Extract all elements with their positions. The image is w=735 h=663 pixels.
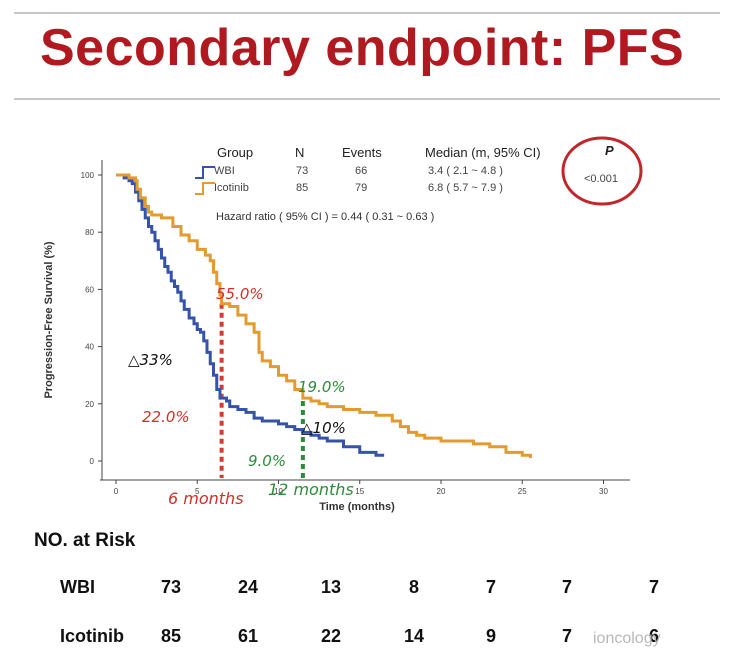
at-risk-cell: 7 bbox=[561, 577, 572, 597]
legend-icotinib-label: Icotinib bbox=[214, 182, 249, 194]
top-divider bbox=[14, 12, 720, 14]
y-axis-label: Progression-Free Survival (%) bbox=[43, 241, 55, 398]
title-divider bbox=[14, 98, 720, 100]
x-tick-label: 0 bbox=[114, 487, 119, 496]
header-median: Median (m, 95% CI) bbox=[425, 145, 541, 160]
at-risk-cell: 9 bbox=[485, 626, 496, 646]
at-risk-cell: 85 bbox=[160, 626, 182, 646]
legend-icotinib-n: 85 bbox=[296, 182, 308, 194]
reference-lines bbox=[219, 303, 305, 478]
hazard-ratio: Hazard ratio ( 95% CI ) = 0.44 ( 0.31 ~ … bbox=[216, 211, 434, 223]
x-tick-label: 30 bbox=[599, 487, 608, 496]
legend-icotinib-events: 79 bbox=[355, 182, 367, 194]
at-risk-cell: 24 bbox=[237, 577, 259, 597]
at-risk-row-label: WBI bbox=[60, 577, 95, 597]
legend-icotinib-median: 6.8 ( 5.7 ~ 7.9 ) bbox=[428, 182, 503, 194]
header-group: Group bbox=[217, 145, 253, 160]
legend-wbi-events: 66 bbox=[355, 165, 367, 177]
at-risk-cell: 7 bbox=[648, 577, 659, 597]
at-risk-cell: 22 bbox=[320, 626, 342, 646]
x-tick-label: 20 bbox=[437, 487, 446, 496]
slide-title: Secondary endpoint: PFS bbox=[40, 19, 685, 77]
legend-wbi-median: 3.4 ( 2.1 ~ 4.8 ) bbox=[428, 165, 503, 177]
at-risk-row-label: Icotinib bbox=[60, 626, 124, 646]
header-n: N bbox=[295, 145, 304, 160]
y-tick-label: 100 bbox=[81, 171, 95, 180]
x-tick-label: 25 bbox=[518, 487, 527, 496]
y-tick-label: 20 bbox=[85, 400, 94, 409]
p-value-circle bbox=[561, 136, 643, 206]
legend-wbi-label: WBI bbox=[214, 165, 235, 177]
annotation-wbi-12m: 9.0% bbox=[248, 452, 286, 470]
at-risk-cell: 13 bbox=[320, 577, 342, 597]
p-value: <0.001 bbox=[584, 173, 618, 185]
annotation-12-months: 12 months bbox=[268, 480, 354, 499]
x-axis-label: Time (months) bbox=[319, 501, 395, 513]
km-chart: Group N Events Median (m, 95% CI) P WBI … bbox=[43, 136, 643, 513]
annotation-delta-6m: △33% bbox=[128, 351, 173, 369]
at-risk-cell: 7 bbox=[561, 626, 572, 646]
y-tick-label: 40 bbox=[85, 343, 94, 352]
legend-icotinib-swatch bbox=[195, 182, 215, 195]
at-risk-cell: 73 bbox=[160, 577, 182, 597]
curve-icotinib bbox=[116, 173, 532, 459]
legend-wbi-n: 73 bbox=[296, 165, 308, 177]
annotation-6-months: 6 months bbox=[168, 489, 244, 508]
curve-wbi bbox=[116, 173, 385, 457]
watermark-text: ioncology bbox=[593, 630, 661, 647]
x-tick-label: 10 bbox=[274, 487, 283, 496]
annotation-icotinib-12m: 19.0% bbox=[298, 378, 346, 396]
at-risk-title: NO. at Risk bbox=[34, 530, 136, 551]
survival-curves bbox=[116, 173, 532, 459]
header-p: P bbox=[605, 143, 614, 158]
at-risk-cell: 14 bbox=[403, 626, 425, 646]
x-tick-label: 5 bbox=[195, 487, 200, 496]
y-tick-label: 80 bbox=[85, 228, 94, 237]
annotation-wbi-6m: 22.0% bbox=[142, 408, 190, 426]
header-events: Events bbox=[342, 145, 382, 160]
at-risk-cell: 7 bbox=[485, 577, 496, 597]
at-risk-cell: 61 bbox=[237, 626, 259, 646]
y-tick-label: 0 bbox=[90, 457, 95, 466]
annotation-delta-12m: △10% bbox=[301, 419, 346, 437]
at-risk-cell: 6 bbox=[648, 626, 659, 646]
annotation-icotinib-6m: 55.0% bbox=[216, 285, 264, 303]
axis-ticks: 0 20 40 60 80 100 0 5 10 15 20 25 30 bbox=[81, 171, 609, 496]
y-tick-label: 60 bbox=[85, 285, 94, 294]
legend-wbi-swatch bbox=[195, 166, 215, 179]
at-risk-cell: 8 bbox=[408, 577, 419, 597]
x-tick-label: 15 bbox=[355, 487, 364, 496]
